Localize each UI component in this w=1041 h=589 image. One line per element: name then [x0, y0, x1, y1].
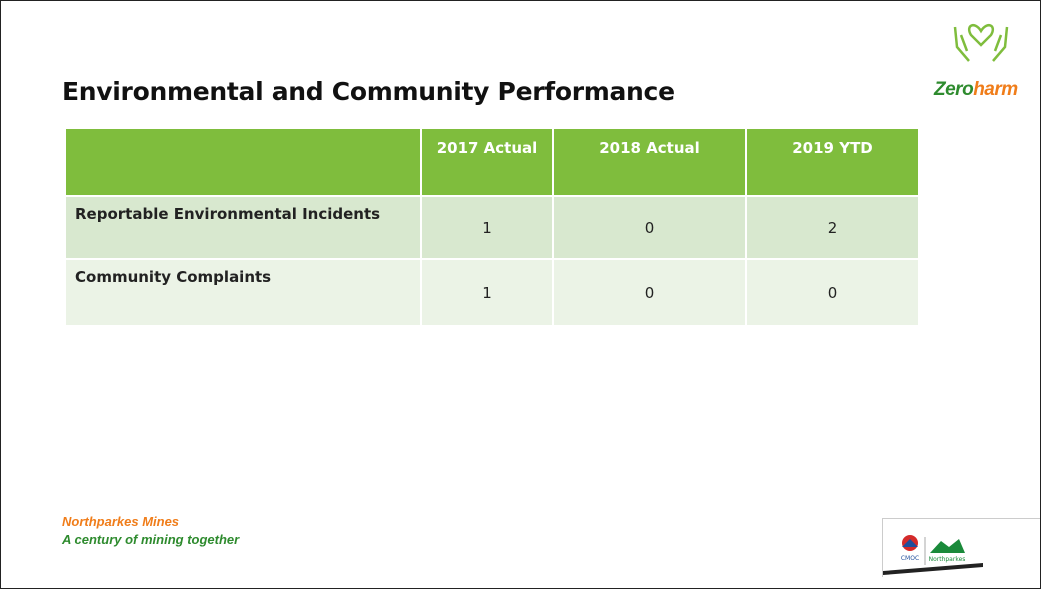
header-cell: 2018 Actual [553, 129, 747, 196]
table-row: Reportable Environmental Incidents 1 0 2 [66, 195, 920, 259]
footer-line: Northparkes Mines [62, 514, 180, 529]
header-cell: 2017 Actual [421, 129, 554, 196]
cell: 2 [746, 195, 920, 259]
cell: 0 [553, 258, 747, 325]
header-cell: 2019 YTD [746, 129, 920, 196]
partner-logo-text: CMOC [901, 555, 919, 562]
table: 2017 Actual 2018 Actual 2019 YTD Reportabl… [66, 129, 920, 325]
cell: 0 [746, 258, 920, 325]
logo-part: Zero [934, 79, 974, 100]
table-row: Community Complaints 1 0 0 [66, 258, 920, 325]
logo-icon [953, 23, 1009, 62]
footer-line: A century of mining together [62, 532, 240, 547]
cell: 1 [421, 195, 554, 259]
header-cell [66, 129, 422, 196]
logo-part: harm [973, 79, 1018, 100]
partner-logo: CMOC Northparkes [882, 518, 1040, 577]
logo-text: Zeroharm [934, 79, 1018, 101]
partner-logo-text: Northparkes [929, 556, 966, 563]
cell: 0 [553, 195, 747, 259]
row-label: Community Complaints [66, 258, 422, 325]
header-row: 2017 Actual 2018 Actual 2019 YTD [66, 129, 920, 196]
row-label: Reportable Environmental Incidents [66, 195, 422, 259]
partner-logo-art: CMOC Northparkes [883, 535, 983, 575]
title: Environmental and Community Performance [62, 77, 675, 106]
cell: 1 [421, 258, 554, 325]
table-body: Reportable Environmental Incidents 1 0 2 Com… [66, 195, 920, 325]
